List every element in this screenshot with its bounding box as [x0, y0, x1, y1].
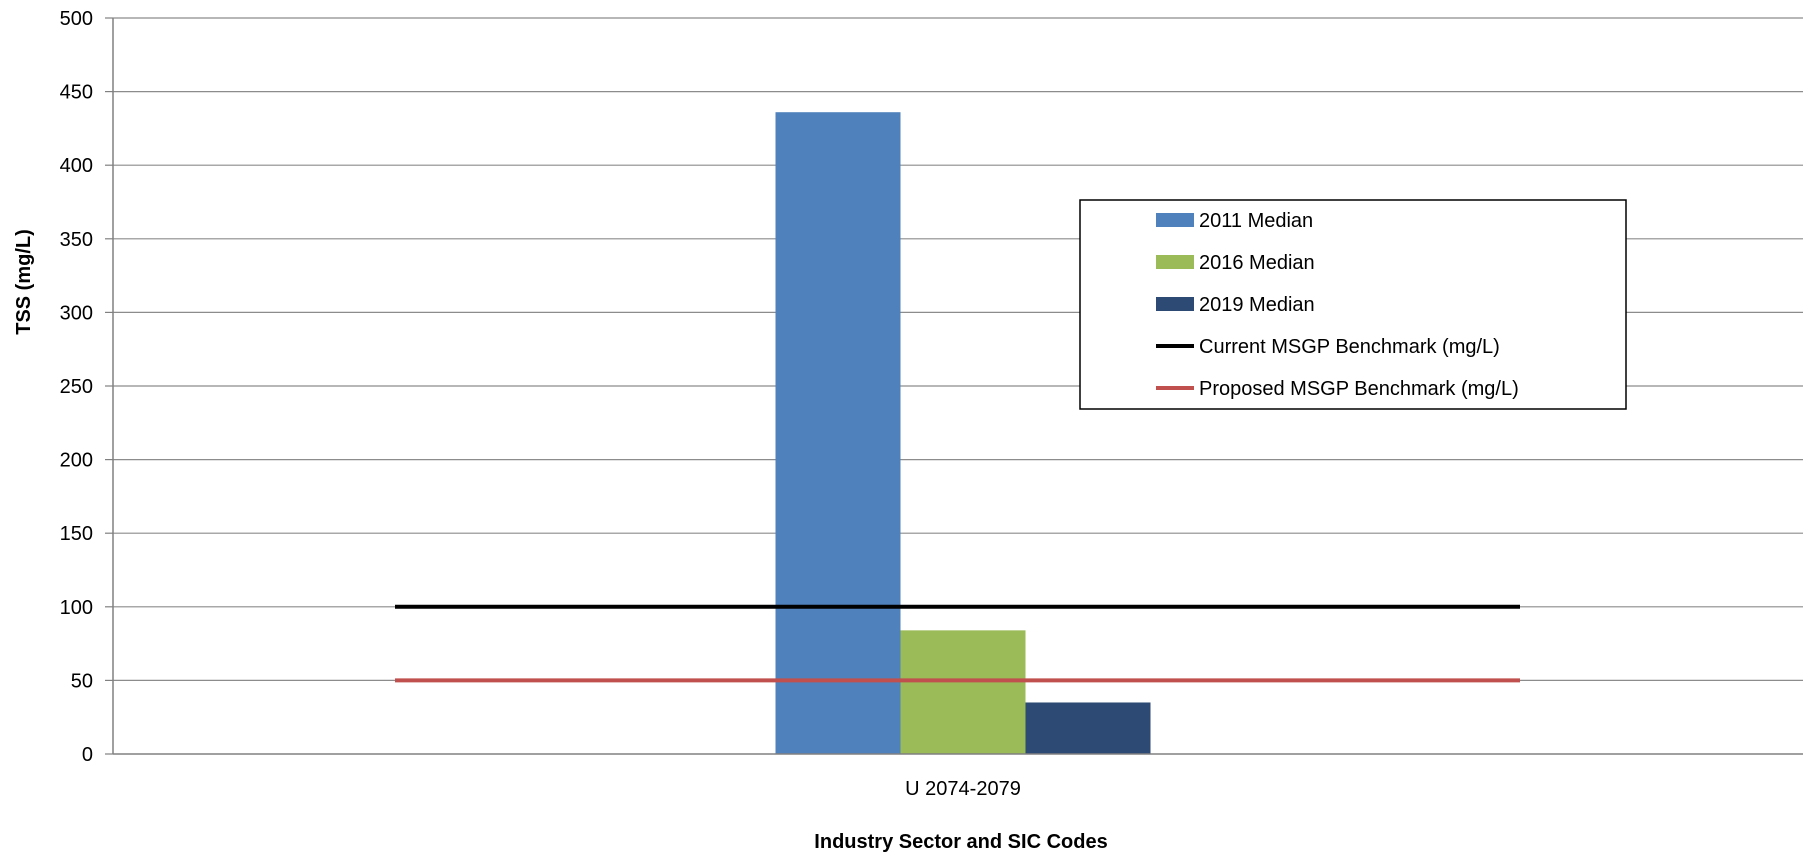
x-tick-label: U 2074-2079: [905, 778, 1021, 800]
y-tick-label: 300: [60, 302, 93, 324]
bar-2011-median: [775, 112, 901, 754]
legend-label: Current MSGP Benchmark (mg/L): [1199, 336, 1500, 358]
y-tick-label: 0: [82, 744, 93, 766]
y-tick-label: 150: [60, 523, 93, 545]
y-axis-title: TSS (mg/L): [13, 229, 35, 335]
legend-swatch: [1156, 297, 1194, 311]
legend-swatch: [1156, 213, 1194, 227]
legend-swatch: [1156, 255, 1194, 269]
y-tick-labels: 0 50 100 150 200 250 300 350 400 450 500: [60, 8, 113, 766]
y-tick-label: 50: [71, 670, 93, 692]
legend-label: Proposed MSGP Benchmark (mg/L): [1199, 378, 1519, 400]
y-tick-label: 450: [60, 82, 93, 104]
legend-label: 2011 Median: [1199, 210, 1313, 232]
bar-2016-median: [900, 630, 1026, 754]
legend: 2011 Median 2016 Median 2019 Median Current…: [1079, 199, 1627, 410]
bars: [775, 112, 1151, 754]
y-tick-label: 350: [60, 229, 93, 251]
y-tick-label: 400: [60, 155, 93, 177]
y-tick-label: 200: [60, 450, 93, 472]
legend-label: 2016 Median: [1199, 252, 1315, 274]
gridlines: [113, 17, 1803, 682]
x-axis-title: Industry Sector and SIC Codes: [814, 831, 1107, 853]
y-tick-label: 100: [60, 597, 93, 619]
y-tick-label: 250: [60, 376, 93, 398]
benchmark-lines: [395, 604, 1520, 683]
bar-2019-median: [1025, 702, 1151, 754]
y-tick-label: 500: [60, 8, 93, 30]
x-tick-labels: U 2074-2079: [905, 778, 1021, 800]
legend-label: 2019 Median: [1199, 294, 1315, 316]
